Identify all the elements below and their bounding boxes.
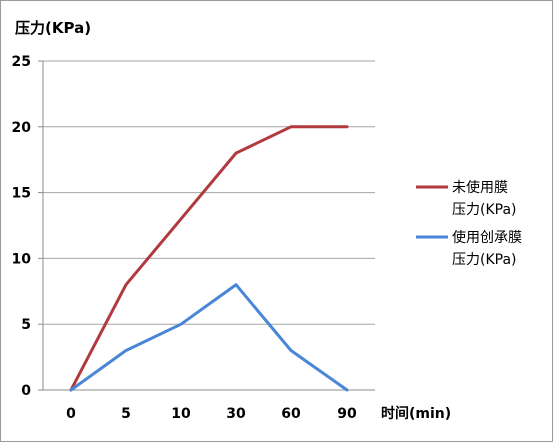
x-tick-label: 30 <box>226 406 246 422</box>
x-axis-ticks: 0 5 10 30 60 90 <box>66 406 357 422</box>
x-tick-label: 90 <box>337 406 357 422</box>
legend-label-2: 使用创承膜 <box>452 229 522 246</box>
y-tick-label: 0 <box>21 383 31 399</box>
x-tick-label: 5 <box>121 406 131 422</box>
x-tick-label: 10 <box>171 406 191 422</box>
x-tick-label: 0 <box>66 406 76 422</box>
y-tick-label: 15 <box>12 186 31 202</box>
series-line-1 <box>69 125 349 392</box>
y-tick-label: 5 <box>21 317 31 333</box>
y-tick-label: 25 <box>12 54 31 70</box>
legend-label-2: 压力(KPa) <box>452 252 517 268</box>
y-axis-ticks: 0 5 10 15 20 25 <box>12 54 32 399</box>
gridlines <box>38 60 375 391</box>
legend-label-1: 未使用膜 <box>452 179 508 196</box>
y-axis-label: 压力(KPa) <box>15 19 91 37</box>
series-lines <box>69 125 349 392</box>
x-axis-label: 时间(min) <box>381 405 451 422</box>
y-tick-label: 10 <box>12 251 32 267</box>
legend-label-1: 压力(KPa) <box>452 202 517 218</box>
x-tick-label: 60 <box>281 406 301 422</box>
series-line-2 <box>69 283 349 392</box>
y-tick-label: 20 <box>12 120 32 136</box>
